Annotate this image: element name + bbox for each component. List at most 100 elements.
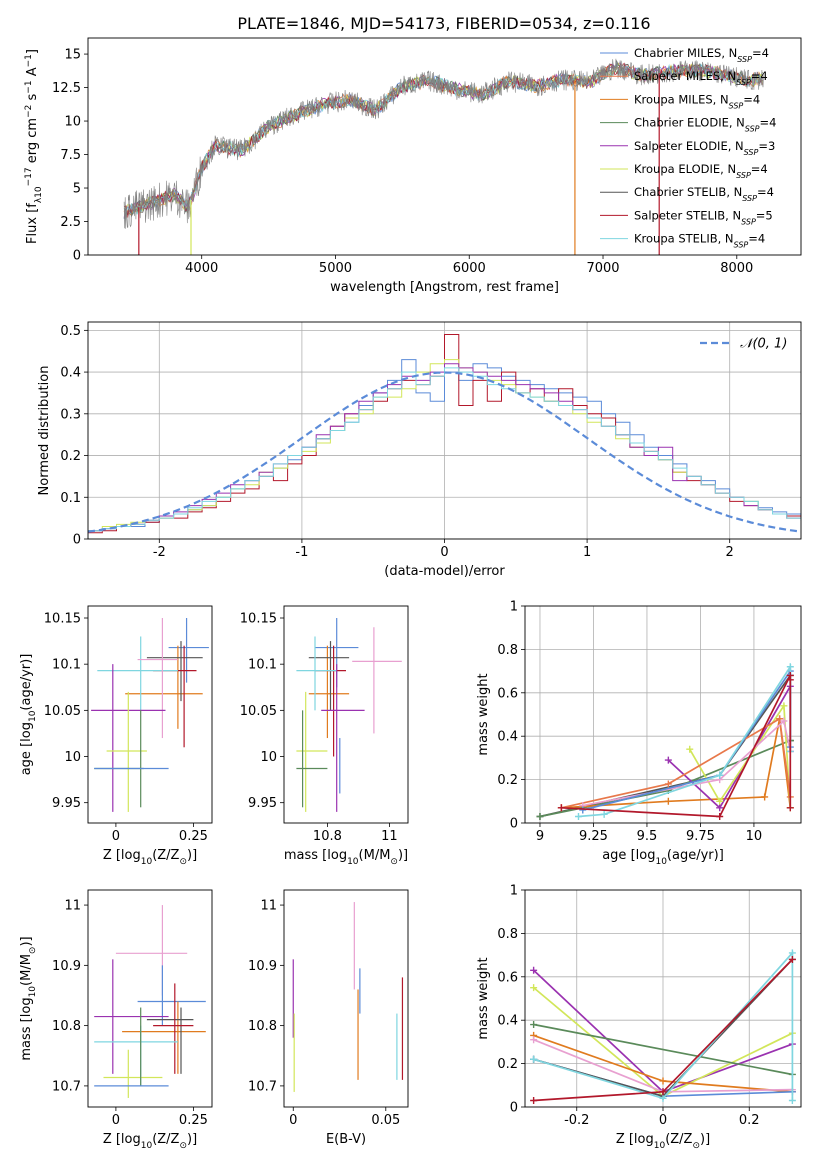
y-axis-label: Flux [fλ10−17 erg cm−2 s−1 A−1] [24, 49, 44, 244]
x-tick-label: 9.25 [579, 829, 608, 844]
x-tick-label: 0 [289, 1113, 297, 1128]
legend-subscript: SSP [737, 55, 752, 64]
mass-weight-marker [664, 780, 672, 788]
legend-subscript: SSP [744, 147, 759, 156]
x-axis-label-part: (M/M [359, 848, 391, 863]
x-axis-label-part: age [log [602, 848, 655, 863]
y-tick-label: 0.4 [497, 1014, 518, 1029]
mass-weight-marker [786, 676, 794, 684]
y-tick-label: 0.1 [60, 491, 81, 506]
legend-text: Chabrier STELIB, N [634, 185, 742, 199]
legend-entry: Chabrier STELIB, NSSP=4 [634, 185, 774, 203]
x-tick-label: 0.25 [179, 1113, 208, 1128]
y-tick-label: 0.2 [497, 1057, 518, 1072]
x-axis-label-part: )] [187, 848, 197, 863]
x-tick-label: 0 [440, 545, 448, 560]
mass-weight-marker [664, 797, 672, 805]
y-axis-label-part: s [25, 93, 40, 104]
mass-weight-marker [600, 810, 608, 818]
y-axis-label: mass weight [476, 673, 491, 755]
y-tick-label: 10.05 [44, 704, 81, 719]
residuals-plot-area [88, 322, 801, 539]
legend-text: =4 [748, 232, 765, 246]
y-tick-label: 0.8 [497, 643, 518, 658]
y-tick-label: 0 [510, 817, 518, 832]
x-axis-label: (data-model)/error [384, 564, 505, 579]
axes-frame [524, 889, 802, 1108]
y-axis-label-part: −1 [24, 54, 34, 67]
x-axis-label-part: ⊙ [179, 857, 187, 867]
x-axis-label-part: (Z/Z [152, 1132, 179, 1147]
mass-weight-line [582, 719, 792, 807]
spectrum-panel: 4000 5000 6000 7000 8000 0 2.5 5 7.5 10 12.5 15 wave… [24, 37, 802, 295]
axes-frame [283, 605, 409, 824]
x-axis-label-part: Z [log [616, 1132, 654, 1147]
mass-weight-line [533, 1023, 793, 1076]
x-axis-label-part: mass [log [284, 848, 347, 863]
y-tick-label: 10 [260, 750, 277, 765]
x-axis-label-part: Z [log [103, 848, 141, 863]
legend-subscript: SSP [734, 240, 749, 249]
y-tick-label: 10.1 [248, 658, 277, 673]
legend-entry: Salpeter STELIB, NSSP=5 [634, 208, 773, 226]
mass-weight-marker [716, 804, 724, 812]
y-tick-label: 1 [510, 884, 518, 899]
y-axis-label-part: (age/yr)] [19, 654, 34, 711]
mw_vs_age-plot-area [525, 606, 801, 823]
legend-text: =4 [751, 162, 768, 176]
x-axis-label: Z [log10(Z/Z⊙)] [103, 1132, 197, 1151]
y-tick-label: 10.8 [52, 1019, 81, 1034]
legend-text: Salpeter STELIB, N [634, 208, 741, 222]
y-axis-label-part: 10 [28, 986, 38, 998]
y-axis-label-part: ] [25, 49, 40, 54]
y-tick-label: 0.8 [497, 927, 518, 942]
x-tick-label: 9.75 [686, 829, 715, 844]
legend-entry: Kroupa MILES, NSSP=4 [634, 92, 760, 110]
mass-weight-line [561, 717, 792, 809]
mass-weight-marker [686, 745, 694, 753]
y-axis-label: Normed distribution [37, 366, 52, 496]
y-tick-label: 10.15 [44, 612, 81, 627]
y-tick-label: 15 [64, 48, 81, 63]
mw_vs_Z-plot-area [525, 890, 801, 1107]
mass-weight-marker [786, 804, 794, 812]
legend-entry: Salpeter MILES, NSSP=4 [634, 69, 768, 87]
x-axis-label: E(B-V) [326, 1132, 366, 1147]
figure-title: PLATE=1846, MJD=54173, FIBERID=0534, z=0… [237, 14, 650, 33]
gaussian-reference-curve [88, 371, 801, 533]
x-axis-label: age [log10(age/yr)] [602, 848, 724, 867]
y-tick-label: 10.05 [240, 704, 277, 719]
y-tick-label: 5 [73, 182, 81, 197]
y-axis-label-part: )] [19, 936, 34, 946]
y-tick-label: 11 [260, 899, 277, 914]
y-axis-label-part: mass [log [19, 997, 34, 1060]
legend-text: Kroupa ELODIE, N [634, 162, 736, 176]
legend-entry: Chabrier ELODIE, NSSP=4 [634, 116, 776, 134]
legend-subscript: SSP [745, 124, 760, 133]
y-tick-label: 0 [510, 1101, 518, 1116]
x-tick-label: 8000 [720, 261, 753, 276]
x-axis-label: mass [log10(M/M⊙)] [284, 848, 408, 867]
mass-weight-vs-z-panel: -0.2 0 0.2 0 0.2 0.4 0.6 0.8 1 Z [log10(Z/Z⊙)] mas… [476, 884, 802, 1151]
y-axis-label-part: 10 [34, 186, 44, 198]
legend-subscript: SSP [736, 171, 751, 180]
y-axis-label: mass [log10(M/M⊙)] [19, 936, 38, 1060]
axes-frame [87, 605, 213, 824]
mass-weight-marker [530, 1055, 538, 1063]
legend-text: Chabrier MILES, N [634, 46, 737, 60]
legend-text: =4 [751, 69, 768, 83]
mass-weight-marker [788, 949, 796, 957]
y-tick-label: 10.7 [248, 1079, 277, 1094]
y-tick-label: 9.95 [248, 796, 277, 811]
mass-vs-ebv-panel: 0 0.05 10.7 10.8 10.9 11 E(B-V) [248, 889, 409, 1147]
legend-entry: Kroupa ELODIE, NSSP=4 [634, 162, 768, 180]
x-tick-label: 7000 [586, 261, 619, 276]
legend-text: Salpeter ELODIE, N [634, 139, 744, 153]
x-axis-label-part: (age/yr)] [667, 848, 724, 863]
y-axis-label-part: ⊙ [28, 947, 38, 955]
y-tick-label: 0.5 [60, 324, 81, 339]
axes-frame [87, 321, 802, 540]
mass-weight-marker [780, 717, 788, 725]
